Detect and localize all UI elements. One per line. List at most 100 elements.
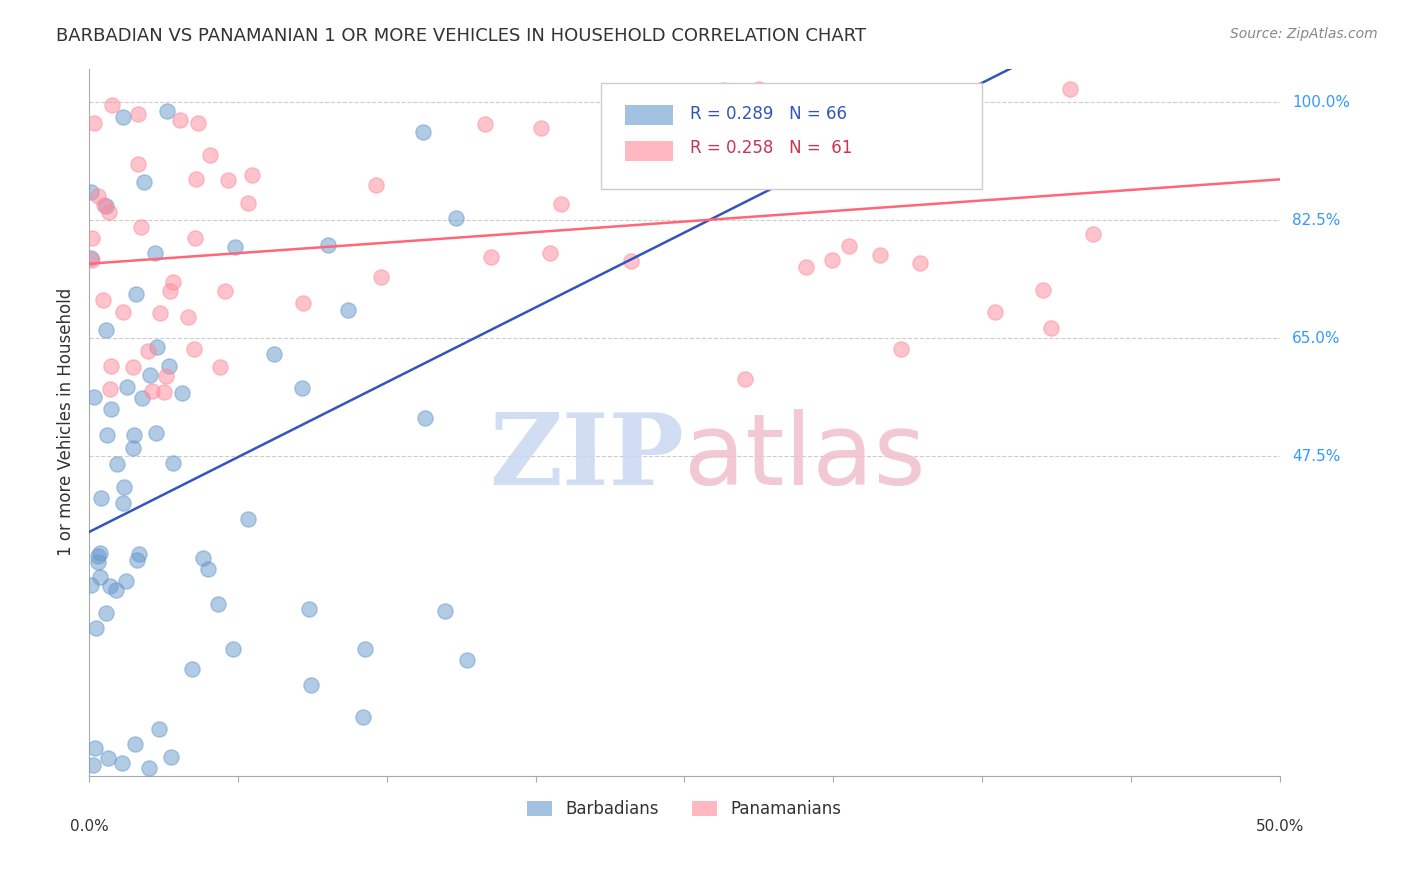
Point bbox=[115, 574, 138, 589]
Point bbox=[82, 758, 104, 772]
Point bbox=[412, 125, 434, 139]
Point bbox=[94, 323, 117, 337]
Point bbox=[208, 359, 231, 374]
Point bbox=[98, 579, 121, 593]
Point bbox=[821, 252, 844, 267]
Point bbox=[838, 239, 860, 253]
Point bbox=[157, 359, 180, 374]
Point bbox=[112, 480, 135, 494]
Point bbox=[80, 252, 103, 267]
Point bbox=[124, 737, 146, 751]
Point bbox=[214, 285, 236, 299]
Text: ZIP: ZIP bbox=[489, 409, 685, 507]
Point bbox=[1032, 283, 1054, 297]
Point bbox=[83, 391, 105, 405]
Point bbox=[299, 678, 322, 692]
Point bbox=[96, 428, 118, 442]
Point bbox=[112, 496, 135, 510]
Point bbox=[83, 116, 105, 130]
Point bbox=[413, 410, 436, 425]
Point bbox=[86, 621, 108, 635]
Point bbox=[100, 401, 122, 416]
Point bbox=[105, 458, 128, 472]
Point bbox=[100, 359, 122, 374]
Point bbox=[129, 220, 152, 235]
Point bbox=[713, 82, 735, 96]
Point bbox=[832, 115, 855, 129]
Point bbox=[352, 710, 374, 724]
Point bbox=[80, 231, 103, 245]
Text: atlas: atlas bbox=[685, 409, 927, 507]
Point bbox=[80, 251, 103, 265]
Point bbox=[125, 287, 148, 301]
Point bbox=[101, 98, 124, 112]
Legend: Barbadians, Panamanians: Barbadians, Panamanians bbox=[520, 793, 848, 824]
Point bbox=[224, 240, 246, 254]
Point bbox=[125, 553, 148, 567]
Point bbox=[131, 391, 153, 405]
Point bbox=[83, 740, 105, 755]
Point bbox=[93, 198, 115, 212]
Point bbox=[94, 199, 117, 213]
Point bbox=[869, 247, 891, 261]
Text: R = 0.258   N =  61: R = 0.258 N = 61 bbox=[690, 139, 853, 158]
Point bbox=[87, 189, 110, 203]
Text: 82.5%: 82.5% bbox=[1292, 212, 1340, 227]
Point bbox=[538, 246, 561, 260]
Point bbox=[217, 173, 239, 187]
Point bbox=[94, 606, 117, 620]
Point bbox=[1059, 81, 1081, 95]
Point bbox=[1039, 321, 1062, 335]
Point bbox=[155, 369, 177, 384]
Point bbox=[221, 642, 243, 657]
Point bbox=[263, 347, 285, 361]
Point bbox=[91, 293, 114, 307]
Point bbox=[143, 246, 166, 260]
Point bbox=[353, 642, 375, 657]
Point bbox=[98, 383, 121, 397]
Point bbox=[550, 197, 572, 211]
FancyBboxPatch shape bbox=[602, 83, 983, 189]
Point bbox=[105, 582, 128, 597]
Point bbox=[444, 211, 467, 226]
Text: BARBADIAN VS PANAMANIAN 1 OR MORE VEHICLES IN HOUSEHOLD CORRELATION CHART: BARBADIAN VS PANAMANIAN 1 OR MORE VEHICL… bbox=[56, 27, 866, 45]
Point bbox=[1083, 227, 1105, 242]
Point bbox=[236, 196, 259, 211]
Point bbox=[80, 578, 103, 592]
Text: 47.5%: 47.5% bbox=[1292, 449, 1340, 464]
Text: 0.0%: 0.0% bbox=[70, 819, 108, 834]
Point bbox=[910, 256, 932, 270]
Bar bbox=[624, 105, 672, 125]
Point bbox=[479, 250, 502, 264]
Point bbox=[183, 231, 205, 245]
Point bbox=[456, 653, 478, 667]
Point bbox=[112, 110, 135, 124]
Point bbox=[162, 456, 184, 470]
Point bbox=[187, 116, 209, 130]
Point bbox=[127, 157, 149, 171]
Point bbox=[433, 604, 456, 618]
Point bbox=[136, 343, 159, 358]
Point bbox=[197, 562, 219, 576]
Point bbox=[180, 663, 202, 677]
Point bbox=[153, 384, 176, 399]
Point bbox=[169, 112, 191, 127]
Point bbox=[111, 756, 134, 770]
Point bbox=[134, 175, 156, 189]
Point bbox=[148, 723, 170, 737]
Point bbox=[97, 751, 120, 765]
Point bbox=[87, 549, 110, 563]
Point bbox=[207, 597, 229, 611]
Point bbox=[138, 761, 160, 775]
Point bbox=[191, 551, 214, 566]
Point bbox=[149, 306, 172, 320]
Point bbox=[337, 302, 360, 317]
Point bbox=[636, 149, 658, 163]
Point bbox=[156, 104, 179, 119]
Point bbox=[86, 555, 108, 569]
Point bbox=[291, 381, 314, 395]
Point bbox=[139, 368, 162, 382]
Point bbox=[159, 284, 181, 298]
Text: 65.0%: 65.0% bbox=[1292, 331, 1340, 345]
Text: 50.0%: 50.0% bbox=[1256, 819, 1305, 834]
